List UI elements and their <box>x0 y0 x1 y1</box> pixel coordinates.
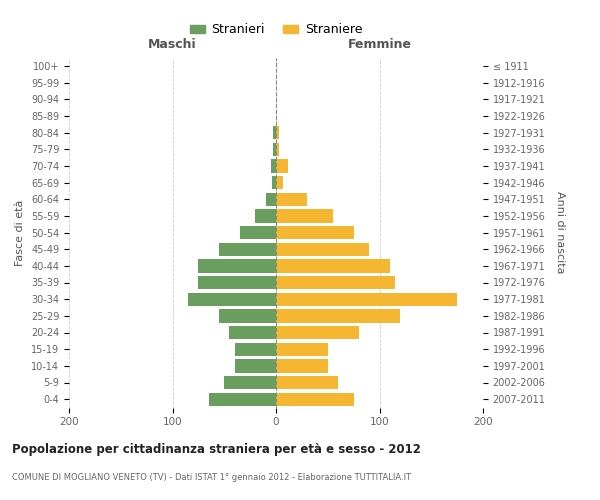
Bar <box>188 292 276 306</box>
Bar <box>276 342 328 356</box>
Bar <box>273 142 276 156</box>
Bar <box>276 176 283 189</box>
Bar <box>219 242 276 256</box>
Y-axis label: Fasce di età: Fasce di età <box>16 200 25 266</box>
Bar <box>276 292 457 306</box>
Bar <box>276 359 328 372</box>
Text: Maschi: Maschi <box>148 38 197 51</box>
Bar <box>229 326 276 339</box>
Bar <box>271 159 276 172</box>
Legend: Stranieri, Straniere: Stranieri, Straniere <box>185 18 367 42</box>
Bar <box>272 176 276 189</box>
Bar <box>276 276 395 289</box>
Bar <box>276 309 400 322</box>
Y-axis label: Anni di nascita: Anni di nascita <box>555 191 565 274</box>
Bar <box>219 309 276 322</box>
Bar <box>276 326 359 339</box>
Bar <box>209 392 276 406</box>
Bar <box>276 226 353 239</box>
Bar <box>276 209 333 222</box>
Bar <box>276 192 307 206</box>
Bar <box>276 159 289 172</box>
Bar <box>276 259 390 272</box>
Bar <box>266 192 276 206</box>
Bar <box>240 226 276 239</box>
Text: Femmine: Femmine <box>347 38 412 51</box>
Text: Popolazione per cittadinanza straniera per età e sesso - 2012: Popolazione per cittadinanza straniera p… <box>12 442 421 456</box>
Bar <box>276 126 279 139</box>
Bar <box>224 376 276 389</box>
Bar <box>276 242 369 256</box>
Bar <box>199 276 276 289</box>
Bar <box>276 142 279 156</box>
Bar <box>235 342 276 356</box>
Bar <box>256 209 276 222</box>
Bar <box>276 392 353 406</box>
Bar <box>199 259 276 272</box>
Text: COMUNE DI MOGLIANO VENETO (TV) - Dati ISTAT 1° gennaio 2012 - Elaborazione TUTTI: COMUNE DI MOGLIANO VENETO (TV) - Dati IS… <box>12 472 411 482</box>
Bar <box>276 376 338 389</box>
Bar <box>235 359 276 372</box>
Bar <box>273 126 276 139</box>
